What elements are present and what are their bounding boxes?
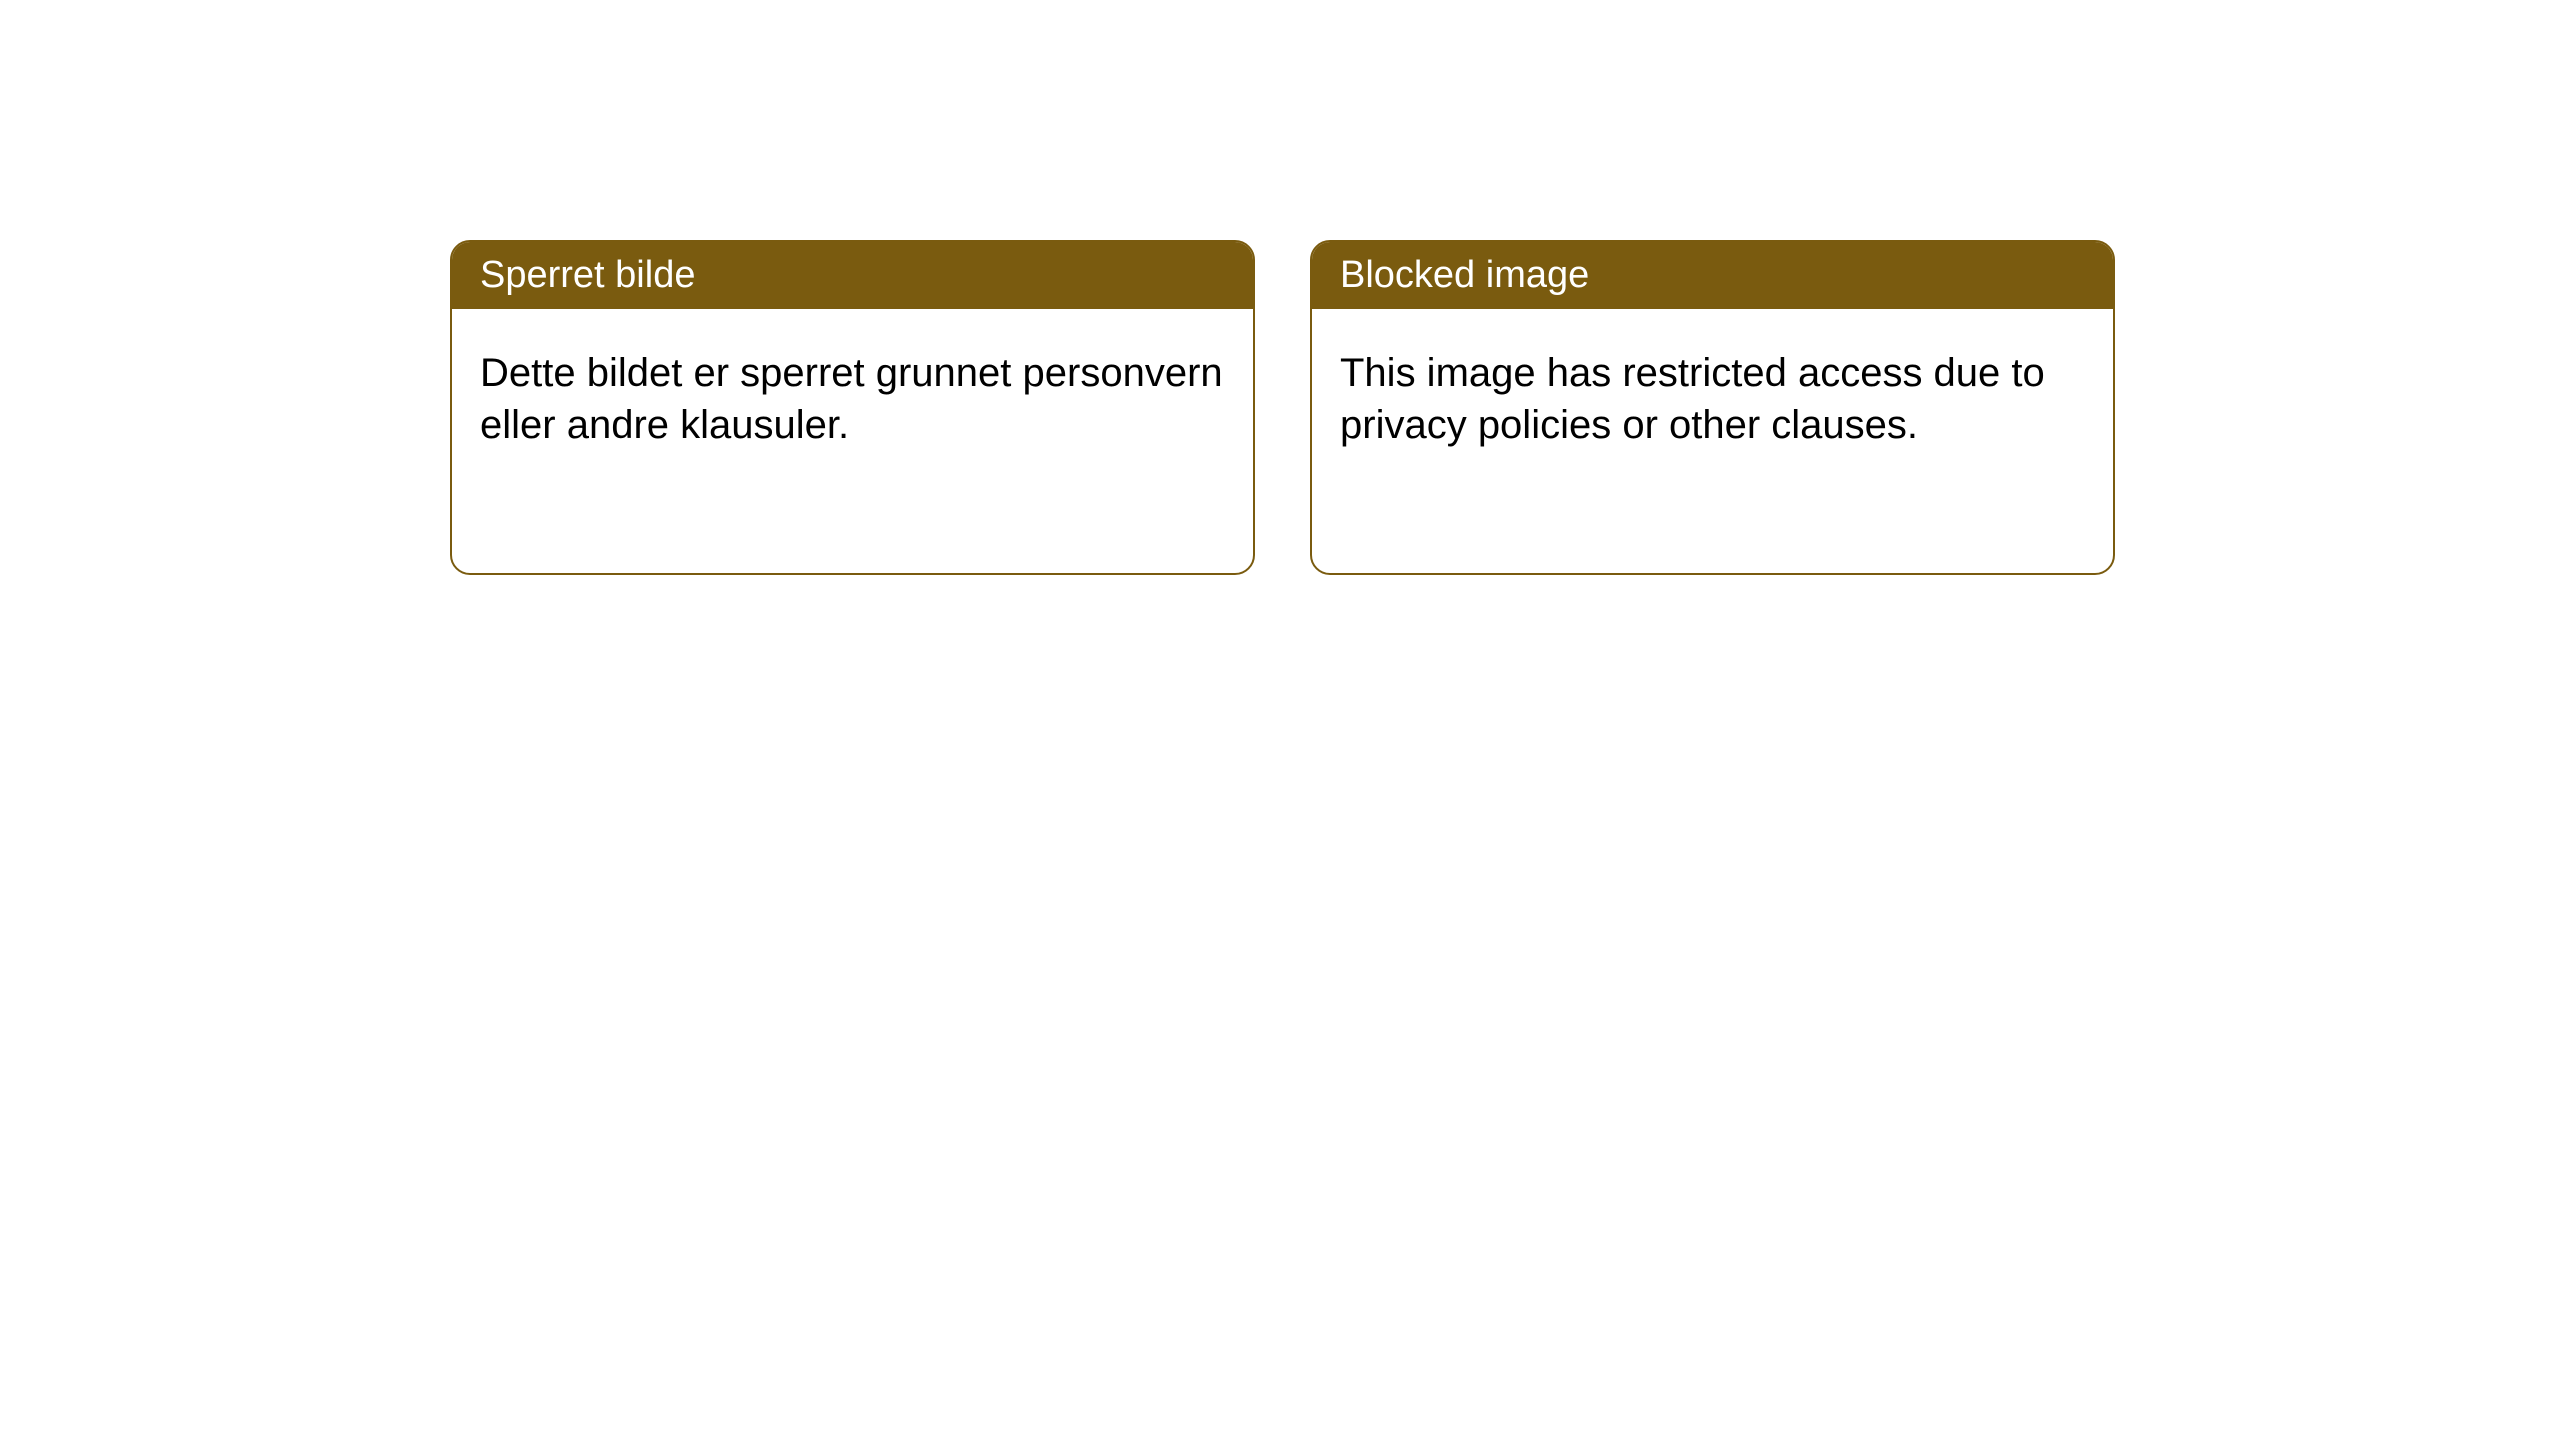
card-body: Dette bildet er sperret grunnet personve…	[452, 309, 1253, 489]
card-body-text: Dette bildet er sperret grunnet personve…	[480, 351, 1223, 447]
card-body-text: This image has restricted access due to …	[1340, 351, 2045, 447]
cards-container: Sperret bilde Dette bildet er sperret gr…	[0, 0, 2560, 575]
card-header: Sperret bilde	[452, 242, 1253, 309]
card-title: Blocked image	[1340, 254, 1589, 296]
notice-card-english: Blocked image This image has restricted …	[1310, 240, 2115, 575]
card-header: Blocked image	[1312, 242, 2113, 309]
card-title: Sperret bilde	[480, 254, 695, 296]
card-body: This image has restricted access due to …	[1312, 309, 2113, 489]
notice-card-norwegian: Sperret bilde Dette bildet er sperret gr…	[450, 240, 1255, 575]
